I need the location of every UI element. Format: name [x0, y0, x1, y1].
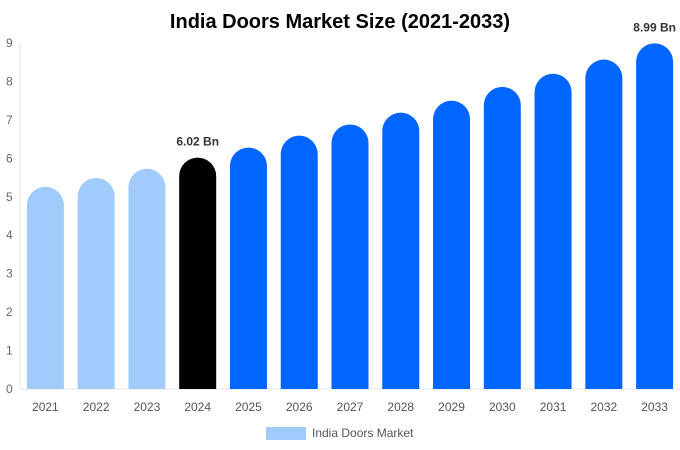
bar-2026[interactable] — [280, 135, 318, 389]
y-tick-label: 1 — [6, 344, 13, 358]
bar-2028[interactable] — [382, 112, 420, 389]
x-tick-label: 2024 — [184, 400, 211, 414]
x-tick-label: 2031 — [540, 400, 567, 414]
x-tick-label: 2027 — [337, 400, 364, 414]
bar-2025[interactable] — [229, 147, 267, 389]
y-tick-label: 9 — [6, 36, 13, 50]
bar-2023[interactable] — [128, 168, 166, 389]
x-tick-label: 2033 — [641, 400, 668, 414]
x-tick-label: 2023 — [134, 400, 161, 414]
bar-2029[interactable] — [433, 100, 471, 389]
x-tick-label: 2026 — [286, 400, 313, 414]
legend-swatch — [266, 427, 306, 440]
x-tick-label: 2028 — [387, 400, 414, 414]
y-tick-label: 5 — [6, 190, 13, 204]
bar-2032[interactable] — [585, 59, 623, 389]
x-tick-label: 2032 — [590, 400, 617, 414]
x-tick-label: 2022 — [83, 400, 110, 414]
y-tick-label: 0 — [6, 382, 13, 396]
y-tick-label: 7 — [6, 113, 13, 127]
legend[interactable]: India Doors Market — [266, 426, 414, 440]
y-tick-label: 3 — [6, 267, 13, 281]
bar-2022[interactable] — [77, 177, 115, 389]
x-tick-label: 2025 — [235, 400, 262, 414]
bar-2031[interactable] — [534, 73, 572, 389]
y-tick-label: 4 — [6, 228, 13, 242]
data-labels: 6.02 Bn 8.99 Bn — [176, 20, 676, 148]
data-label: 6.02 Bn — [176, 135, 219, 149]
y-tick-label: 2 — [6, 305, 13, 319]
x-tick-label: 2029 — [438, 400, 465, 414]
legend-label: India Doors Market — [312, 426, 414, 440]
y-tick-label: 8 — [6, 74, 13, 88]
bar-2033[interactable] — [636, 43, 674, 389]
bar-2024[interactable] — [179, 157, 217, 389]
bar-2027[interactable] — [331, 124, 369, 389]
bar-2021[interactable] — [26, 186, 64, 389]
bars — [26, 43, 674, 390]
bar-2030[interactable] — [483, 86, 521, 390]
y-tick-label: 6 — [6, 151, 13, 165]
data-label: 8.99 Bn — [633, 20, 676, 34]
x-axis: 2021 2022 2023 2024 2025 2026 2027 2028 2029 2030… — [32, 400, 668, 414]
x-tick-label: 2021 — [32, 400, 59, 414]
chart-title: India Doors Market Size (2021-2033) — [170, 11, 510, 33]
x-tick-label: 2030 — [489, 400, 516, 414]
